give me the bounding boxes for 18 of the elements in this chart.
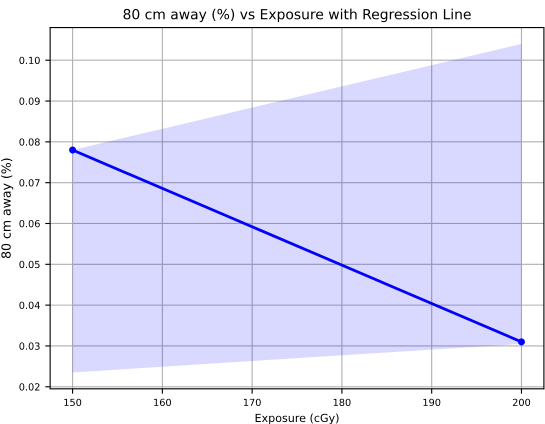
- y-axis-title: 80 cm away (%): [1, 158, 14, 258]
- y-tick-label: 0.05: [19, 260, 40, 268]
- x-tick-label: 170: [244, 398, 261, 406]
- y-tick-label: 0.06: [19, 220, 40, 228]
- x-tick-label: 180: [334, 398, 351, 406]
- y-tick-label: 0.09: [19, 98, 40, 105]
- y-tick-label: 0.04: [19, 302, 40, 309]
- y-tick-label: 0.07: [19, 179, 40, 187]
- x-tick-label: 190: [423, 398, 440, 406]
- chart-title: 80 cm away (%) vs Exposure with Regression Line: [124, 8, 471, 22]
- y-tick-label: 0.03: [19, 342, 40, 350]
- x-axis-title: Exposure (cGy): [256, 414, 339, 424]
- y-tick-label: 0.02: [19, 383, 40, 391]
- x-tick-label: 150: [64, 398, 82, 406]
- x-tick-label: 160: [154, 398, 171, 406]
- x-tick-label: 200: [512, 398, 530, 406]
- y-tick-label: 0.10: [19, 56, 40, 64]
- y-tick-label: 0.08: [19, 138, 40, 146]
